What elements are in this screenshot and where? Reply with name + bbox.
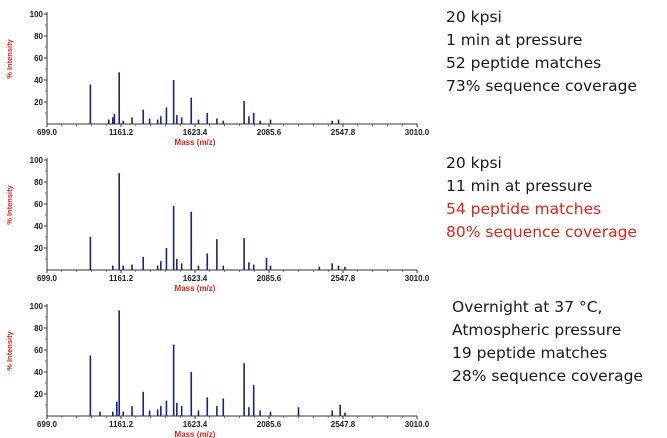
conditions-note-3: Overnight at 37 °C, Atmospheric pressure… [452,296,643,388]
y-tick-label: 40 [34,222,43,231]
y-tick-label: 100 [30,10,44,19]
conditions-note-1: 20 kpsi 1 min at pressure 52 peptide mat… [446,6,637,98]
peptide-matches-label: 19 peptide matches [452,344,608,362]
pressure-label: 20 kpsi [446,154,502,172]
x-tick-label: 699.0 [37,128,58,137]
x-axis-label: Mass (m/z) [175,284,216,293]
y-tick-label: 80 [34,178,43,187]
condition-label: Overnight at 37 °C, [452,298,603,316]
x-tick-label: 1623.4 [183,420,208,429]
pressure-label: 20 kpsi [446,8,502,26]
x-tick-label: 2547.8 [331,128,356,137]
y-tick-label: 60 [34,346,43,355]
y-tick-label: 100 [30,302,44,311]
y-tick-label: 20 [34,244,43,253]
spectrum-chart-3: 20 40 60 80 100 699.0 1161.2 1623.4 2085.6 2547.8… [5,302,430,438]
y-tick-label: 40 [34,368,43,377]
x-tick-label: 2085.6 [257,128,282,137]
y-axis-label: % Intensity [5,38,14,78]
y-tick-label: 60 [34,200,43,209]
x-tick-label: 1161.2 [109,128,134,137]
pressure-label: Atmospheric pressure [452,321,622,339]
x-tick-label: 699.0 [37,420,58,429]
y-axis-label: % Intensity [5,184,14,224]
spectrum-panel-2: 20 40 60 80 100 699.0 1161.2 1623.4 2085.6 2547.8… [0,146,667,293]
sequence-coverage-label: 80% sequence coverage [446,223,637,241]
peptide-matches-label: 54 peptide matches [446,200,602,218]
peptide-matches-label: 52 peptide matches [446,54,602,72]
sequence-coverage-label: 73% sequence coverage [446,77,637,95]
conditions-note-2: 20 kpsi 11 min at pressure 54 peptide ma… [446,152,637,244]
x-tick-label: 3010.0 [405,128,430,137]
x-tick-label: 1161.2 [109,420,134,429]
y-tick-label: 100 [30,156,44,165]
y-tick-label: 40 [34,76,43,85]
y-tick-label: 20 [34,98,43,107]
spectrum-panel-1: 20 40 60 80 100 699.0 1161.2 1623.4 2085.6 2547.8… [0,0,667,147]
x-tick-label: 2085.6 [257,420,282,429]
x-axis-label: Mass (m/z) [175,138,216,147]
spectrum-chart-2: 20 40 60 80 100 699.0 1161.2 1623.4 2085.6 2547.8… [5,156,430,293]
x-tick-label: 3010.0 [405,420,430,429]
time-label: 1 min at pressure [446,31,583,49]
y-tick-label: 80 [34,324,43,333]
y-tick-label: 80 [34,32,43,41]
y-tick-label: 60 [34,54,43,63]
time-label: 11 min at pressure [446,177,593,195]
x-tick-label: 1623.4 [183,274,208,283]
x-tick-label: 3010.0 [405,274,430,283]
y-tick-label: 20 [34,390,43,399]
y-axis-label: % Intensity [5,330,14,370]
spectrum-panel-3: 20 40 60 80 100 699.0 1161.2 1623.4 2085.6 2547.8… [0,292,667,438]
x-tick-label: 1161.2 [109,274,134,283]
x-tick-label: 699.0 [37,274,58,283]
x-axis-label: Mass (m/z) [175,430,216,438]
x-tick-label: 2547.8 [331,274,356,283]
x-tick-label: 2085.6 [257,274,282,283]
spectrum-chart-1: 20 40 60 80 100 699.0 1161.2 1623.4 2085.6 2547.8… [5,10,430,147]
sequence-coverage-label: 28% sequence coverage [452,367,643,385]
x-tick-label: 2547.8 [331,420,356,429]
x-tick-label: 1623.4 [183,128,208,137]
